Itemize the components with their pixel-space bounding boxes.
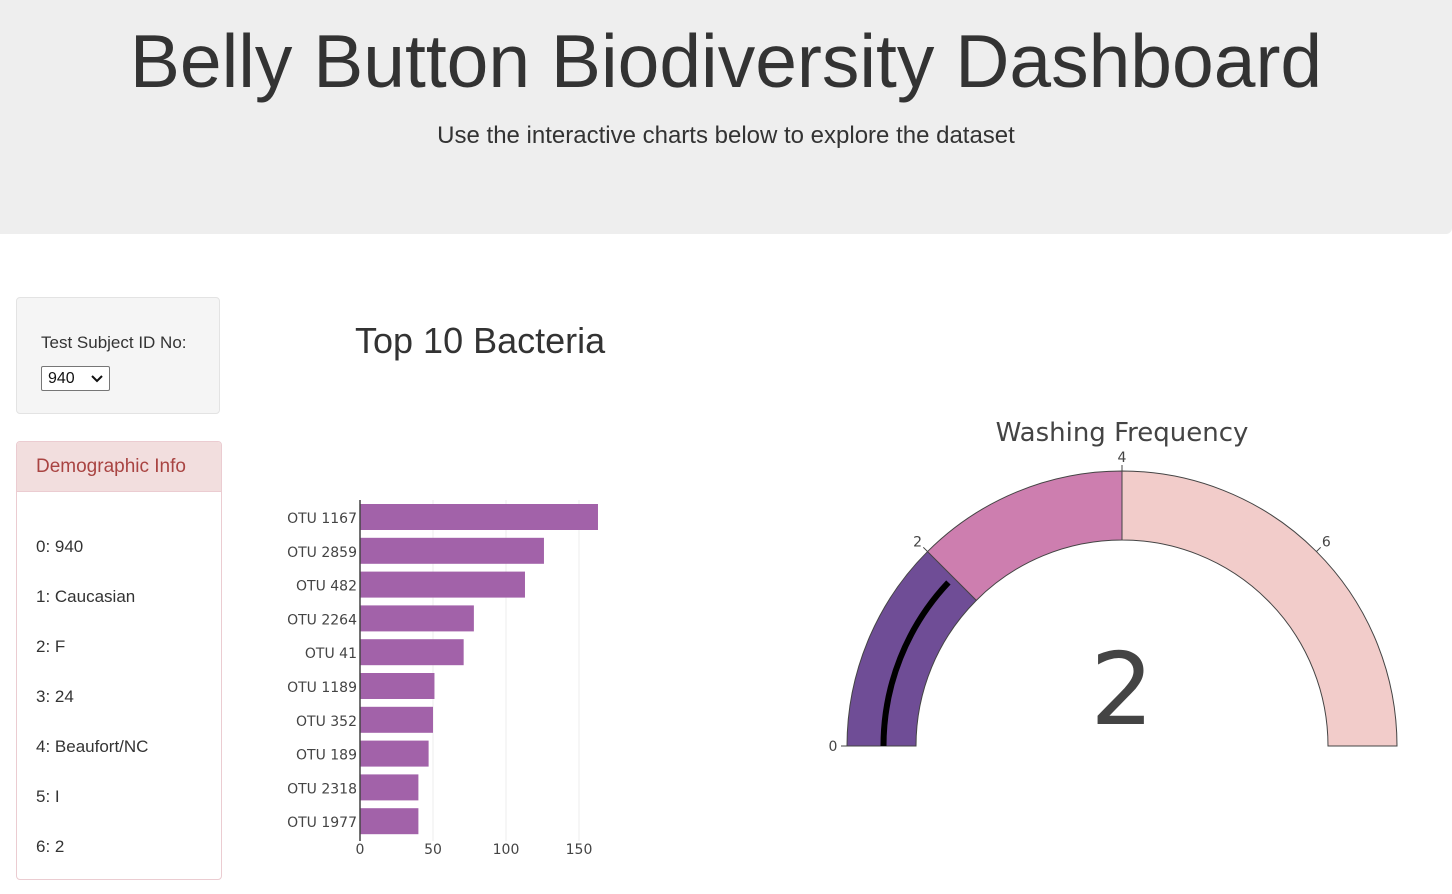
subject-id-select[interactable]: 940	[41, 366, 110, 391]
x-tick-label: 100	[493, 842, 520, 858]
bar	[360, 504, 598, 530]
y-tick-label: OTU 2264	[287, 612, 357, 628]
subject-selector-panel: Test Subject ID No: 940	[16, 297, 220, 414]
bar	[360, 706, 433, 733]
demographic-row: 3: 24	[36, 687, 74, 706]
bar	[360, 571, 525, 598]
y-tick-label: OTU 189	[296, 748, 357, 764]
x-tick-label: 150	[566, 842, 593, 858]
subject-id-value: 940	[48, 370, 75, 387]
y-tick-label: OTU 1977	[287, 815, 357, 831]
y-tick-label: OTU 1167	[287, 511, 357, 527]
page-title: Belly Button Biodiversity Dashboard	[129, 19, 1323, 103]
demographic-info-panel: Demographic Info 0: 940 1: Caucasian 2: …	[16, 441, 222, 880]
y-tick-label: OTU 352	[296, 714, 357, 730]
y-tick-label: OTU 1189	[287, 680, 357, 696]
bar-chart-title: Top 10 Bacteria	[355, 320, 606, 361]
bar	[360, 673, 435, 699]
y-tick-label: OTU 482	[296, 579, 357, 595]
header: Belly Button Biodiversity Dashboard Use …	[0, 0, 1452, 234]
bar	[360, 740, 429, 767]
bar	[360, 808, 419, 835]
demographic-row: 4: Beaufort/NC	[36, 737, 149, 756]
x-tick-label: 0	[356, 842, 365, 858]
y-tick-label: OTU 2859	[287, 545, 357, 561]
bar	[360, 774, 419, 801]
bar	[360, 605, 474, 632]
y-tick-label: OTU 2318	[287, 781, 357, 797]
subject-id-label: Test Subject ID No:	[41, 333, 187, 352]
y-tick-label: OTU 41	[305, 646, 357, 662]
x-tick-label: 50	[424, 842, 442, 858]
demographic-info-heading: Demographic Info	[17, 442, 221, 492]
demographic-row: 5: I	[36, 787, 60, 806]
demographic-row: 0: 940	[36, 537, 84, 556]
page-subtitle: Use the interactive charts below to expl…	[437, 122, 1015, 149]
chevron-down-icon	[91, 367, 103, 397]
demographic-row: 2: F	[36, 637, 66, 656]
bar	[360, 639, 464, 666]
bar	[360, 537, 544, 564]
demographic-row: 1: Caucasian	[36, 587, 136, 606]
demographic-row: 6: 2	[36, 837, 65, 856]
